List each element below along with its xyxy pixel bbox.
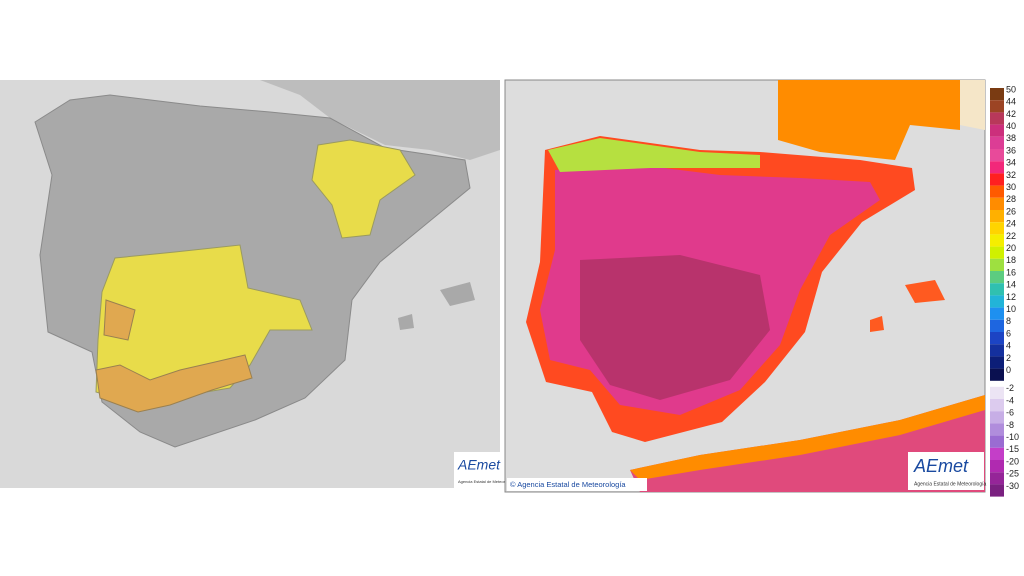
alert-zone bbox=[95, 299, 253, 413]
legend-swatch bbox=[990, 112, 1004, 125]
legend-label: 12 bbox=[1006, 292, 1016, 302]
legend-label: 14 bbox=[1006, 280, 1016, 290]
cool-coast bbox=[548, 138, 760, 172]
legend-swatch bbox=[990, 484, 1004, 497]
france bbox=[778, 80, 960, 160]
legend-swatch bbox=[990, 258, 1004, 271]
logo-box bbox=[908, 452, 984, 490]
legend-swatch bbox=[990, 222, 1004, 235]
legend-label: -30 bbox=[1006, 481, 1019, 491]
france bbox=[260, 80, 500, 160]
legend-label: 34 bbox=[1006, 158, 1016, 168]
legend-swatch bbox=[990, 386, 1004, 399]
legend-label: 30 bbox=[1006, 182, 1016, 192]
legend-swatch bbox=[990, 173, 1004, 186]
legend-swatch bbox=[990, 356, 1004, 369]
legend-label: 22 bbox=[1006, 231, 1016, 241]
legend-label: -4 bbox=[1006, 395, 1014, 405]
legend-swatch bbox=[990, 435, 1004, 448]
land-edge bbox=[960, 80, 985, 130]
legend-swatch bbox=[990, 332, 1004, 345]
legend-label: 10 bbox=[1006, 304, 1016, 314]
logo-subtitle: Agencia Estatal de Meteorología bbox=[458, 479, 517, 484]
legend-label: -8 bbox=[1006, 420, 1014, 430]
legend-swatch bbox=[990, 161, 1004, 174]
legend-swatch bbox=[990, 136, 1004, 149]
logo-subtitle: Agencia Estatal de Meteorología bbox=[914, 481, 986, 487]
legend-label: -6 bbox=[1006, 408, 1014, 418]
legend-label: -2 bbox=[1006, 383, 1014, 393]
legend-label: -10 bbox=[1006, 432, 1019, 442]
legend-label: 20 bbox=[1006, 243, 1016, 253]
legend-label: 6 bbox=[1006, 328, 1011, 338]
legend-swatch bbox=[990, 271, 1004, 284]
legend-label: -25 bbox=[1006, 469, 1019, 479]
legend-swatch bbox=[990, 344, 1004, 357]
legend-label: 36 bbox=[1006, 145, 1016, 155]
legend-label: -15 bbox=[1006, 444, 1019, 454]
warning-zone bbox=[95, 244, 313, 403]
legend-label: 38 bbox=[1006, 133, 1016, 143]
legend-swatch bbox=[990, 197, 1004, 210]
legend-label: 4 bbox=[1006, 341, 1011, 351]
legend-swatch bbox=[990, 124, 1004, 137]
islands bbox=[870, 280, 945, 332]
temperature-map: AEmet Agencia Estatal de Meteorología © … bbox=[504, 79, 986, 493]
legend-swatch bbox=[990, 472, 1004, 485]
logo: AEmet bbox=[913, 456, 969, 476]
legend-swatch bbox=[990, 460, 1004, 473]
legend-swatch bbox=[990, 234, 1004, 247]
legend-swatch bbox=[990, 185, 1004, 198]
legend-label: 8 bbox=[1006, 316, 1011, 326]
legend-swatch bbox=[990, 399, 1004, 412]
africa-coast bbox=[630, 395, 985, 480]
legend-label: 42 bbox=[1006, 109, 1016, 119]
credit: © Agencia Estatal de Meteorología bbox=[510, 480, 626, 489]
credit-box bbox=[507, 478, 647, 491]
legend-label: 32 bbox=[1006, 170, 1016, 180]
islands bbox=[398, 282, 475, 330]
legend-label: 26 bbox=[1006, 206, 1016, 216]
legend-swatch bbox=[990, 319, 1004, 332]
legend-swatch bbox=[990, 100, 1004, 113]
legend-swatch bbox=[990, 283, 1004, 296]
warning-map: AEmet Agencia Estatal de Meteorología bbox=[0, 80, 517, 488]
legend-swatch bbox=[990, 447, 1004, 460]
legend-swatch bbox=[990, 210, 1004, 223]
legend-swatch bbox=[990, 307, 1004, 320]
legend-swatch bbox=[990, 368, 1004, 381]
legend-label: 24 bbox=[1006, 219, 1016, 229]
legend-swatch bbox=[990, 295, 1004, 308]
legend-swatch bbox=[990, 149, 1004, 162]
legend-swatch bbox=[990, 411, 1004, 424]
legend-label: 28 bbox=[1006, 194, 1016, 204]
logo: AEmet bbox=[457, 457, 501, 473]
legend-swatch bbox=[990, 423, 1004, 436]
legend-label: 50 bbox=[1006, 84, 1016, 94]
legend-label: 18 bbox=[1006, 255, 1016, 265]
color-legend: 5044424038363432302826242220181614121086… bbox=[990, 84, 1019, 497]
legend-label: 44 bbox=[1006, 97, 1016, 107]
legend-label: -20 bbox=[1006, 456, 1019, 466]
legend-label: 40 bbox=[1006, 121, 1016, 131]
legend-label: 0 bbox=[1006, 365, 1011, 375]
legend-label: 16 bbox=[1006, 267, 1016, 277]
heat-core bbox=[580, 255, 770, 400]
legend-swatch bbox=[990, 246, 1004, 259]
warning-zone bbox=[311, 139, 416, 239]
legend-label: 2 bbox=[1006, 353, 1011, 363]
logo-box bbox=[454, 452, 500, 488]
legend-swatch bbox=[990, 88, 1004, 101]
